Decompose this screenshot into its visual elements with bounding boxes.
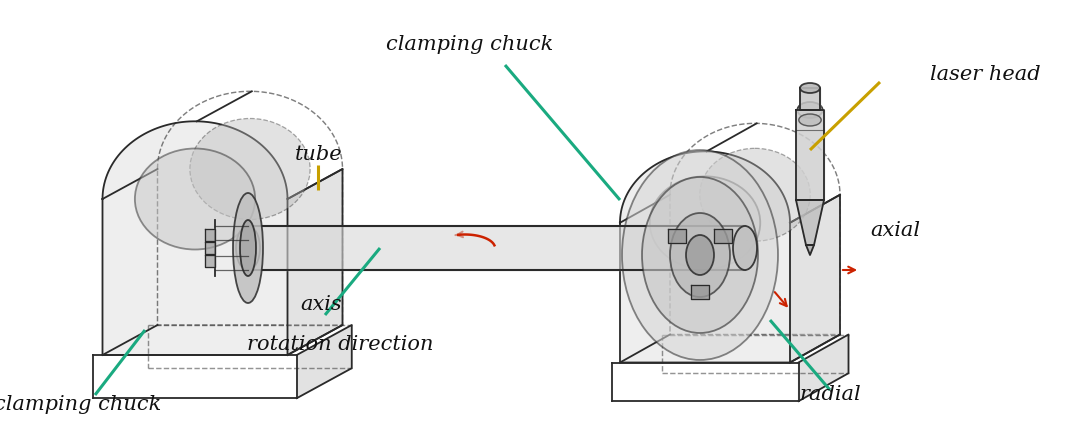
Ellipse shape bbox=[649, 176, 760, 269]
Text: axis: axis bbox=[300, 296, 342, 314]
Ellipse shape bbox=[798, 102, 822, 118]
Polygon shape bbox=[297, 325, 351, 398]
Ellipse shape bbox=[700, 149, 811, 241]
Text: axial: axial bbox=[870, 220, 920, 240]
Polygon shape bbox=[205, 255, 215, 267]
Ellipse shape bbox=[236, 226, 260, 270]
Polygon shape bbox=[691, 285, 709, 299]
Ellipse shape bbox=[233, 193, 263, 303]
Ellipse shape bbox=[800, 83, 820, 93]
Polygon shape bbox=[799, 334, 848, 401]
Polygon shape bbox=[800, 88, 820, 110]
Polygon shape bbox=[806, 245, 814, 255]
Polygon shape bbox=[287, 169, 343, 355]
Text: radial: radial bbox=[799, 385, 861, 405]
Polygon shape bbox=[713, 229, 732, 244]
Polygon shape bbox=[103, 121, 287, 355]
Polygon shape bbox=[796, 200, 824, 245]
Polygon shape bbox=[621, 151, 790, 363]
Polygon shape bbox=[205, 229, 215, 241]
Ellipse shape bbox=[240, 220, 256, 276]
Text: tube: tube bbox=[295, 145, 343, 165]
Ellipse shape bbox=[733, 226, 757, 270]
Polygon shape bbox=[248, 226, 745, 270]
Ellipse shape bbox=[190, 119, 310, 219]
Polygon shape bbox=[669, 229, 686, 244]
Polygon shape bbox=[790, 195, 841, 363]
Text: clamping chuck: clamping chuck bbox=[0, 396, 161, 414]
Ellipse shape bbox=[686, 235, 714, 275]
Text: rotation direction: rotation direction bbox=[247, 335, 434, 355]
Polygon shape bbox=[205, 242, 215, 254]
Ellipse shape bbox=[670, 213, 731, 297]
Ellipse shape bbox=[642, 177, 758, 333]
Polygon shape bbox=[796, 110, 824, 200]
Ellipse shape bbox=[799, 114, 821, 126]
Text: laser head: laser head bbox=[930, 66, 1040, 84]
Ellipse shape bbox=[622, 150, 778, 360]
Text: clamping chuck: clamping chuck bbox=[387, 36, 553, 54]
Ellipse shape bbox=[135, 149, 255, 249]
